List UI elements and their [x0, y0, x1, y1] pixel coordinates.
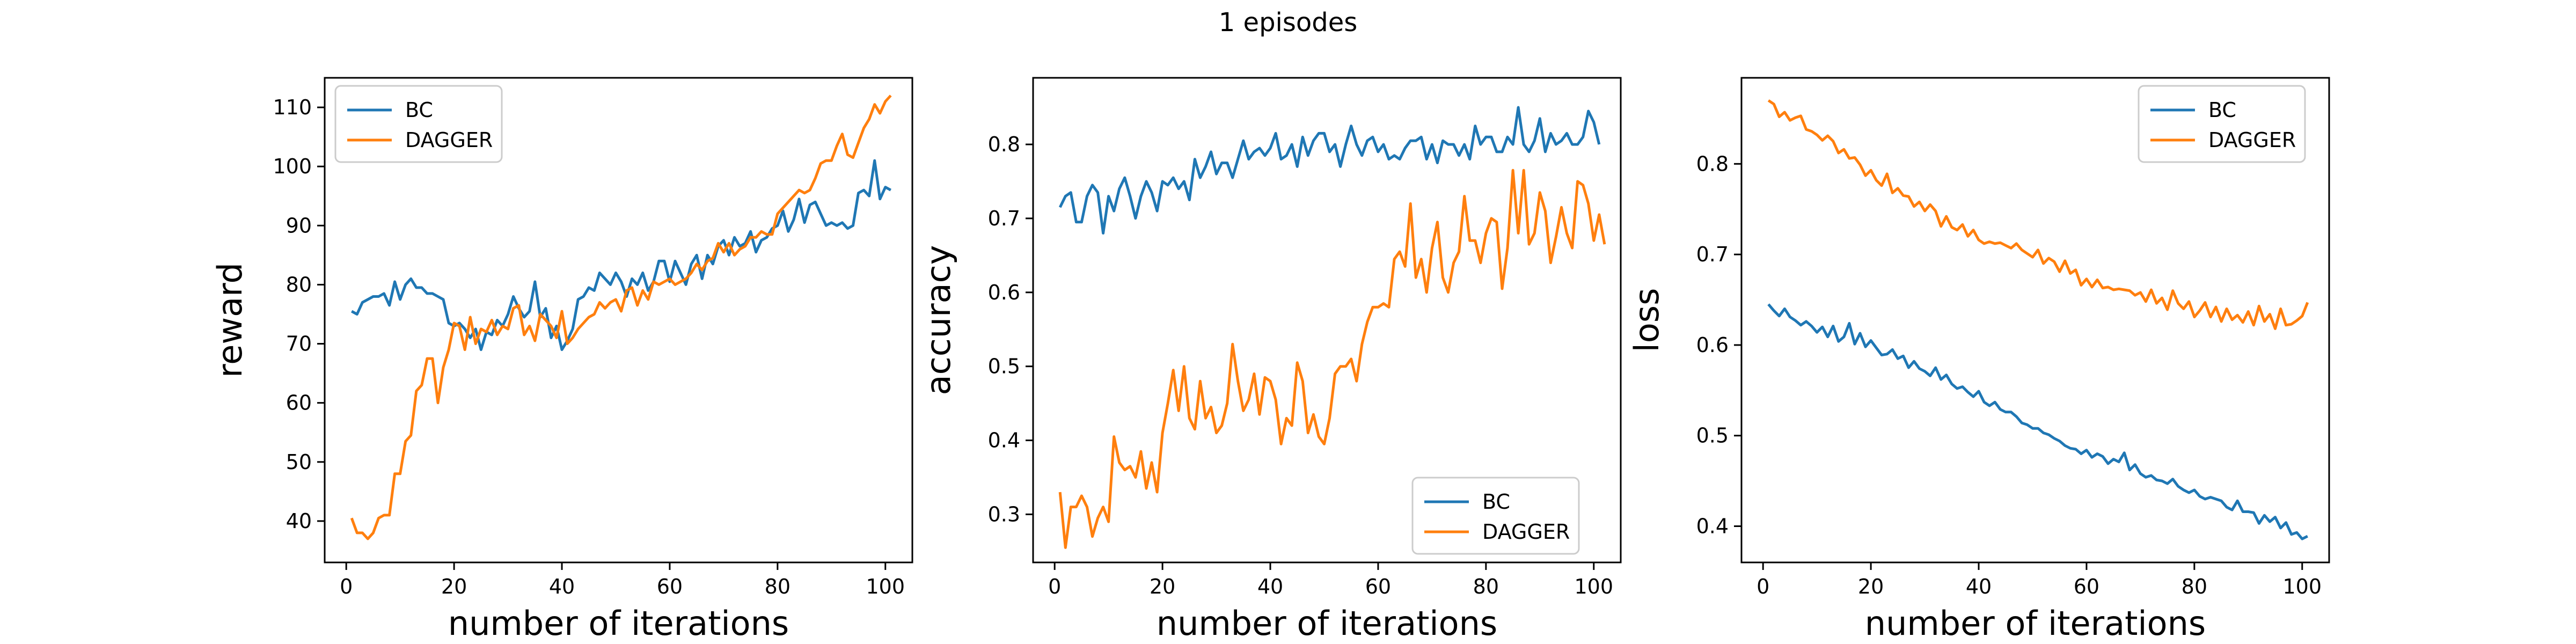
series-line-dagger	[350, 94, 892, 540]
x-tick-label: 60	[657, 575, 683, 598]
x-tick-label: 100	[866, 575, 905, 598]
x-tick-label: 40	[549, 575, 575, 598]
y-tick-label: 50	[286, 450, 312, 474]
subplot-loss: 0 20 40 60 80 100 0.4 0.5 0.6 0.7 0.8 number of ite…	[1627, 77, 2330, 643]
y-axis-label: reward	[210, 262, 250, 378]
legend-label-bc: BC	[2208, 98, 2236, 122]
y-tick-label: 0.8	[988, 133, 1020, 156]
x-axis-label: number of iterations	[1157, 604, 1497, 643]
series-line-bc	[1058, 106, 1601, 235]
x-tick-label: 80	[765, 575, 791, 598]
y-tick-label: 0.4	[1696, 514, 1729, 538]
y-tick-label: 0.3	[988, 502, 1020, 526]
axes-frame	[1032, 77, 1622, 564]
y-tick-label: 0.6	[1696, 333, 1729, 357]
x-tick-label: 0	[1757, 575, 1769, 598]
x-tick-label: 40	[1966, 575, 1992, 598]
subplot-accuracy: 0 20 40 60 80 100 0.3 0.4 0.5 0.6 0.7 0.8 number of …	[919, 77, 1622, 643]
x-tick-label: 80	[1473, 575, 1499, 598]
y-tick-label: 80	[286, 273, 312, 296]
figure-title: 1 episodes	[1219, 8, 1358, 38]
subplot-reward: 0 20 40 60 80 100 40 50 60 70 80 90 100 110 number of …	[210, 77, 913, 643]
y-tick-label: 0.4	[988, 429, 1020, 452]
legend: BC DAGGER	[2138, 85, 2306, 163]
y-tick-label: 0.6	[988, 281, 1020, 304]
x-tick-label: 100	[2283, 575, 2322, 598]
series-line-dagger	[1767, 99, 2309, 330]
legend: BC DAGGER	[334, 85, 503, 163]
y-tick-label: 0.5	[988, 355, 1020, 378]
legend-label-dagger: DAGGER	[1482, 520, 1570, 544]
y-axis-label: loss	[1627, 288, 1666, 353]
x-axis-label: number of iterations	[448, 604, 789, 643]
axes-frame	[1740, 77, 2330, 564]
y-tick-label: 0.5	[1696, 424, 1729, 448]
y-tick-label: 0.7	[988, 207, 1020, 230]
axes-frame	[324, 77, 913, 564]
y-tick-label: 90	[286, 214, 312, 237]
legend: BC DAGGER	[1411, 477, 1580, 555]
legend-box	[1411, 477, 1580, 555]
series-line-bc	[1767, 303, 2308, 540]
x-tick-label: 0	[340, 575, 353, 598]
series-line-bc	[351, 159, 892, 352]
x-tick-label: 40	[1257, 575, 1283, 598]
y-tick-label: 110	[273, 96, 312, 119]
legend-label-bc: BC	[1482, 490, 1510, 514]
subplots: 0 20 40 60 80 100 40 50 60 70 80 90 100 110 number of …	[210, 77, 2330, 643]
x-tick-label: 20	[441, 575, 467, 598]
series-line-dagger	[1058, 169, 1606, 549]
legend-box	[2138, 85, 2306, 163]
y-tick-label: 70	[286, 332, 312, 356]
x-tick-label: 0	[1048, 575, 1061, 598]
y-tick-label: 0.7	[1696, 243, 1729, 266]
y-tick-label: 0.8	[1696, 152, 1729, 175]
x-tick-label: 20	[1858, 575, 1884, 598]
x-tick-label: 20	[1150, 575, 1175, 598]
y-tick-label: 60	[286, 391, 312, 415]
legend-label-bc: BC	[405, 98, 433, 122]
y-tick-label: 40	[286, 509, 312, 533]
x-tick-label: 80	[2182, 575, 2207, 598]
y-tick-label: 100	[273, 155, 312, 178]
x-axis-label: number of iterations	[1865, 604, 2206, 643]
x-tick-label: 60	[1365, 575, 1391, 598]
legend-label-dagger: DAGGER	[2208, 128, 2296, 152]
x-tick-label: 60	[2074, 575, 2099, 598]
y-axis-label: accuracy	[919, 245, 958, 396]
x-tick-label: 100	[1575, 575, 1614, 598]
legend-label-dagger: DAGGER	[405, 128, 493, 152]
legend-box	[334, 85, 503, 163]
